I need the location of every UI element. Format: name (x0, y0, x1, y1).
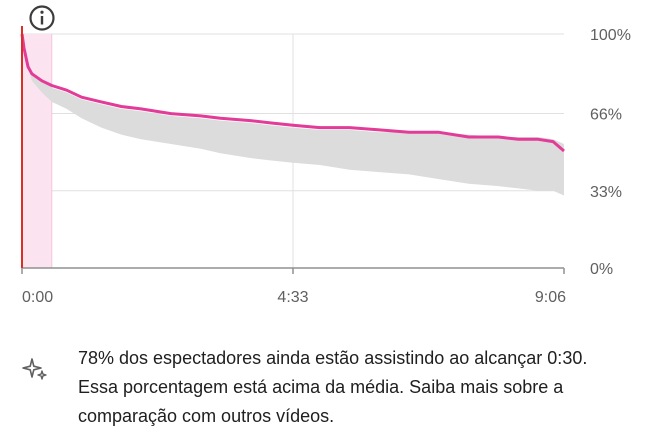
retention-chart: 100% 66% 33% 0% 0:00 4:33 9:06 (20, 26, 631, 306)
retention-line (20, 33, 565, 153)
y-tick-label: 100% (590, 27, 631, 44)
typical-range-band (22, 45, 564, 196)
highlight-range (22, 34, 52, 268)
sparkle-icon (22, 356, 48, 382)
x-tick-label: 4:33 (277, 289, 308, 306)
y-tick-label: 0% (590, 261, 613, 278)
chart-line (20, 33, 565, 153)
y-tick-label: 66% (590, 107, 622, 124)
chart-axes: 100% 66% 33% 0% 0:00 4:33 9:06 (21, 26, 631, 306)
insight-text: 78% dos espectadores ainda estão assisti… (78, 344, 618, 431)
x-tick-label: 0:00 (22, 289, 53, 306)
x-tick-label: 9:06 (535, 289, 566, 306)
insight-summary: 78% dos espectadores ainda estão assisti… (78, 348, 588, 397)
chart-band (22, 45, 564, 196)
chart-highlight (22, 34, 53, 268)
info-icon[interactable] (28, 4, 56, 32)
learn-more-link[interactable]: Saiba mais sobre a comparação com outros… (78, 377, 564, 426)
y-tick-label: 33% (590, 184, 622, 201)
